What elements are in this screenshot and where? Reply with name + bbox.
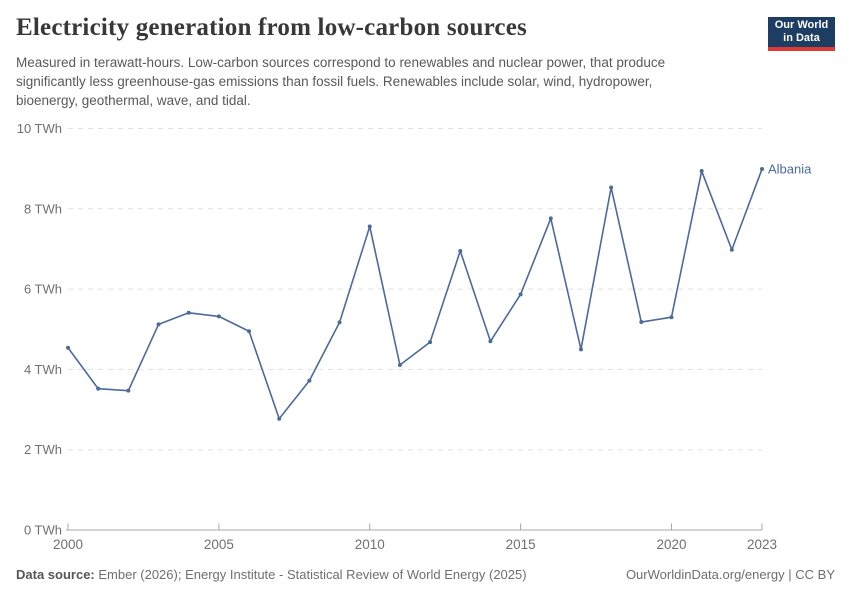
data-point[interactable] xyxy=(729,247,734,252)
data-point[interactable] xyxy=(66,345,70,350)
x-axis-tick-label: 2005 xyxy=(204,537,234,552)
data-point[interactable] xyxy=(578,347,583,352)
owid-logo[interactable]: Our World in Data xyxy=(768,17,835,51)
data-point[interactable] xyxy=(428,340,433,345)
data-line-albania[interactable] xyxy=(67,168,763,420)
chart-footer: Data source: Ember (2026); Energy Instit… xyxy=(16,567,835,582)
chart-subtitle: Measured in terawatt-hours. Low-carbon s… xyxy=(16,53,756,110)
data-point[interactable] xyxy=(458,248,463,253)
data-point[interactable] xyxy=(488,339,493,344)
data-source-text: Ember (2026); Energy Institute - Statist… xyxy=(94,567,527,582)
y-axis-tick-label: 6 TWh xyxy=(24,282,62,297)
chart-title: Electricity generation from low-carbon s… xyxy=(16,14,527,41)
data-point[interactable] xyxy=(126,388,131,393)
data-point[interactable] xyxy=(307,378,312,383)
x-axis-tick-label: 2020 xyxy=(656,537,686,552)
data-point[interactable] xyxy=(639,320,644,325)
license-note[interactable]: OurWorldinData.org/energy | CC BY xyxy=(625,567,835,582)
owid-logo-line1: Our World xyxy=(774,19,829,31)
owid-logo-line2: in Data xyxy=(783,32,820,44)
x-axis-tick-label: 2023 xyxy=(747,537,777,552)
data-point[interactable] xyxy=(247,329,252,334)
y-axis-tick-label: 10 TWh xyxy=(17,121,62,136)
x-axis-tick-label: 2010 xyxy=(355,537,385,552)
x-axis-tick-label: 2015 xyxy=(506,537,536,552)
data-point[interactable] xyxy=(518,292,523,297)
data-point[interactable] xyxy=(216,314,221,319)
data-point[interactable] xyxy=(548,216,553,221)
y-axis-tick-label: 8 TWh xyxy=(24,201,62,216)
subtitle-line: Measured in terawatt-hours. Low-carbon s… xyxy=(16,55,666,70)
x-axis-tick-label: 2000 xyxy=(53,537,83,552)
data-point[interactable] xyxy=(96,386,101,391)
y-axis-tick-label: 4 TWh xyxy=(24,362,62,377)
data-point[interactable] xyxy=(337,320,342,325)
data-point[interactable] xyxy=(699,169,704,174)
data-point[interactable] xyxy=(367,224,372,229)
subtitle-line: bioenergy, geothermal, wave, and tidal. xyxy=(16,93,251,108)
y-axis-tick-label: 2 TWh xyxy=(24,442,62,457)
subtitle-line: significantly less greenhouse-gas emissi… xyxy=(16,74,653,89)
data-point[interactable] xyxy=(669,315,674,320)
data-point[interactable] xyxy=(397,362,402,367)
data-source-label: Data source: xyxy=(16,567,95,582)
y-axis-tick-label: 0 TWh xyxy=(24,523,62,538)
data-point[interactable] xyxy=(186,310,191,315)
data-point[interactable] xyxy=(760,167,764,172)
series-end-label[interactable]: Albania xyxy=(768,162,812,177)
data-point[interactable] xyxy=(277,416,282,421)
data-source-note: Data source: Ember (2026); Energy Instit… xyxy=(16,567,527,582)
data-point[interactable] xyxy=(156,322,161,327)
data-point[interactable] xyxy=(609,185,614,190)
